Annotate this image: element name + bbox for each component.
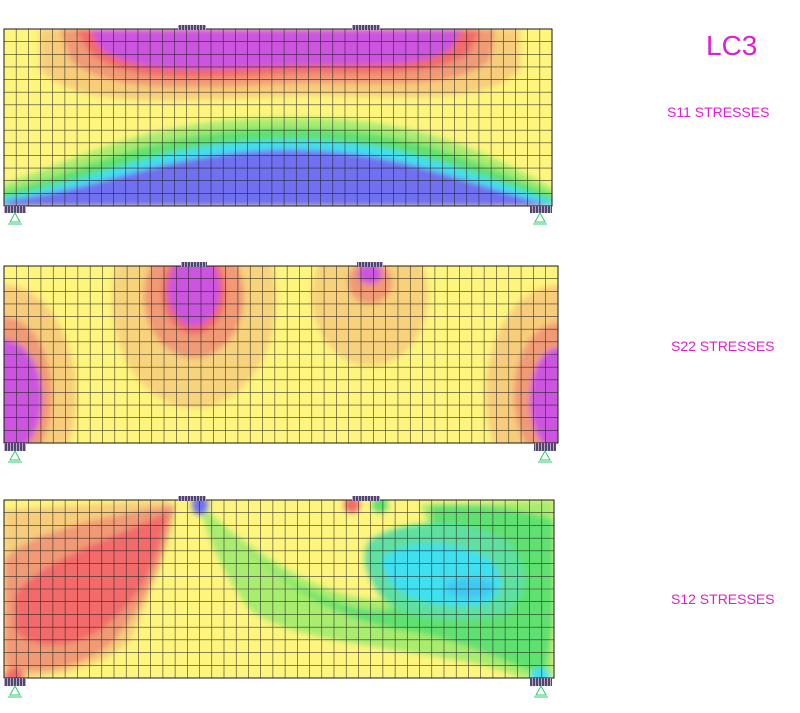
s12-panel bbox=[3, 496, 555, 698]
s11-label: S11 STRESSES bbox=[667, 104, 770, 120]
s22-contours bbox=[4, 266, 558, 443]
s12-label: S12 STRESSES bbox=[671, 591, 775, 607]
s12-bearing-left bbox=[4, 678, 26, 686]
s22-bearing-left bbox=[4, 443, 26, 451]
mesh-lines bbox=[4, 266, 558, 443]
s12-bearing-right bbox=[530, 678, 552, 686]
mesh-lines bbox=[4, 500, 554, 678]
s11-contours bbox=[4, 29, 552, 206]
mesh-lines bbox=[4, 29, 552, 206]
s11-bearing-right bbox=[530, 206, 552, 213]
s12-load-plate-left bbox=[178, 496, 206, 501]
s11-load-plate-right bbox=[352, 25, 380, 30]
s22-panel bbox=[3, 262, 559, 463]
s12-load-plate-right bbox=[352, 496, 380, 501]
s11-bearing-left bbox=[4, 206, 26, 213]
s22-label: S22 STRESSES bbox=[671, 338, 775, 354]
s22-support-icons bbox=[8, 449, 552, 463]
s11-load-plate-left bbox=[178, 25, 206, 30]
load-case-title: LC3 bbox=[706, 30, 758, 61]
s11-panel bbox=[3, 25, 553, 225]
s11-mesh bbox=[4, 29, 552, 206]
s22-bearing-right bbox=[534, 443, 556, 451]
s12-mesh bbox=[4, 500, 554, 678]
s22-load-plate-left bbox=[181, 262, 207, 267]
s22-mesh bbox=[4, 266, 558, 443]
s12-contours bbox=[4, 500, 554, 678]
s11-support-icons bbox=[8, 211, 547, 225]
s22-load-plate-right bbox=[357, 262, 383, 267]
s12-support-icons bbox=[8, 684, 548, 698]
